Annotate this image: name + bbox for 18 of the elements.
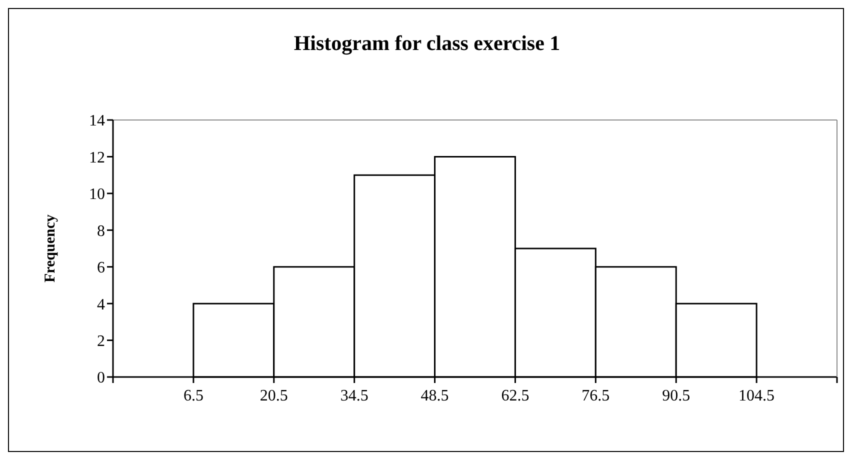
y-axis-title: Frequency (42, 214, 58, 283)
y-tick-label: 6 (97, 260, 105, 277)
x-tick-label: 20.5 (260, 387, 288, 404)
y-tick-label: 0 (97, 370, 105, 387)
y-tick-label: 2 (97, 332, 105, 350)
x-tick-label: 48.5 (420, 387, 449, 404)
y-tick-label: 4 (97, 296, 105, 314)
y-tick-label: 10 (89, 186, 105, 204)
y-tick-label: 12 (89, 149, 105, 166)
y-tick-label: 8 (97, 222, 105, 240)
x-tick-label: 34.5 (340, 387, 368, 404)
x-tick-label: 62.5 (501, 387, 530, 404)
x-tick-label: 76.5 (582, 387, 610, 404)
chart-title: Histogram for class exercise 1 (292, 31, 562, 56)
y-tick-label: 14 (89, 112, 105, 130)
x-tick-label: 90.5 (662, 387, 690, 404)
x-tick-label: 6.5 (183, 387, 204, 404)
x-tick-label: 104.5 (738, 387, 775, 404)
